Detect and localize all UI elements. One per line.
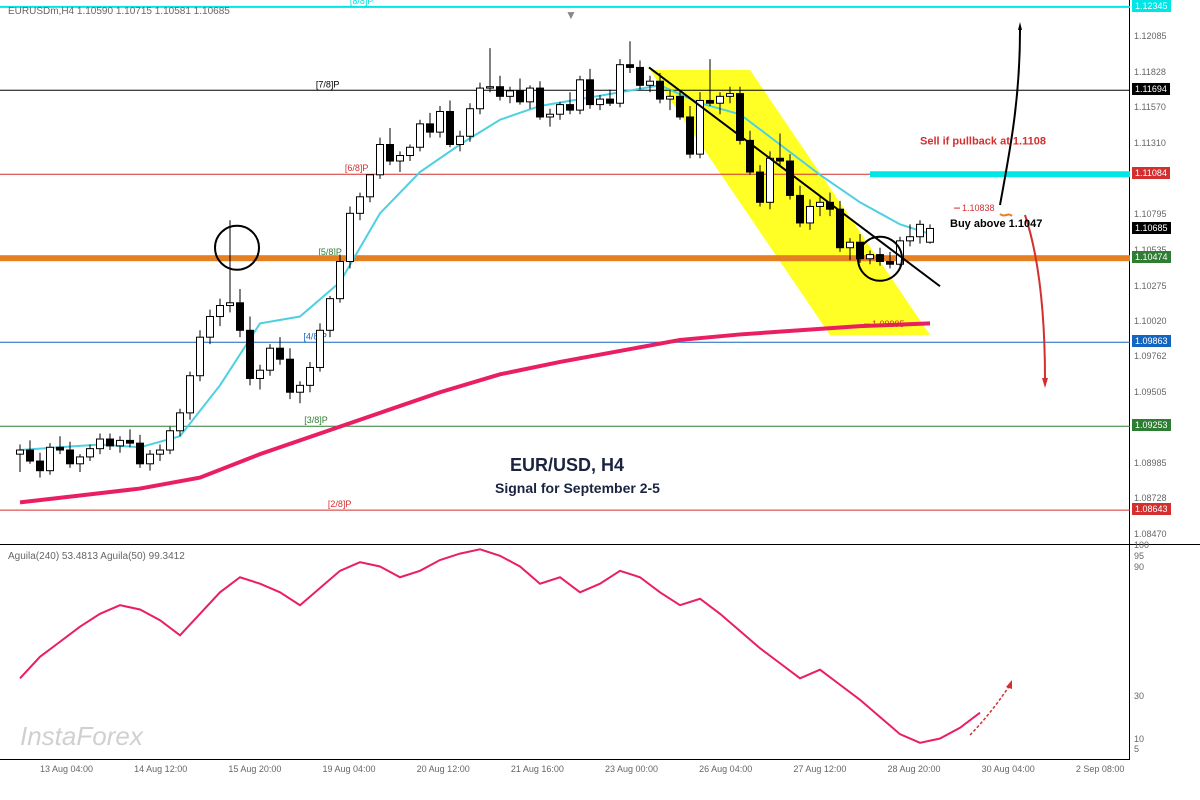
svg-text:[2/8]P: [2/8]P — [328, 499, 352, 509]
chart-subtitle: Signal for September 2-5 — [495, 480, 660, 496]
ohlc-readout: EURUSDm,H4 1.10590 1.10715 1.10581 1.106… — [8, 6, 230, 17]
svg-text:1.10838: 1.10838 — [962, 203, 995, 213]
svg-text:[6/8]P: [6/8]P — [345, 163, 369, 173]
svg-text:Sell if pullback at 1.1108: Sell if pullback at 1.1108 — [920, 136, 1046, 148]
svg-text:[7/8]P: [7/8]P — [316, 79, 340, 89]
svg-text:[8/8]P: [8/8]P — [350, 0, 374, 6]
indicator-axis: 100959030105 — [1130, 545, 1200, 760]
indicator-chart-svg — [0, 545, 1130, 760]
time-axis: 13 Aug 04:0014 Aug 12:0015 Aug 20:0019 A… — [0, 760, 1200, 800]
svg-text:Buy above 1.1047: Buy above 1.1047 — [950, 218, 1042, 230]
svg-text:1.09995: 1.09995 — [872, 319, 905, 329]
watermark: InstaForex — [20, 721, 143, 752]
svg-text:[3/8]P: [3/8]P — [304, 415, 328, 425]
indicator-readout: Aguila(240) 53.4813 Aguila(50) 99.3412 — [8, 551, 185, 562]
dropdown-marker-icon: ▼ — [565, 8, 577, 22]
chart-title: EUR/USD, H4 — [510, 455, 624, 476]
price-axis: 1.120851.118281.115701.113101.107951.105… — [1130, 0, 1200, 545]
indicator-panel — [0, 545, 1130, 760]
